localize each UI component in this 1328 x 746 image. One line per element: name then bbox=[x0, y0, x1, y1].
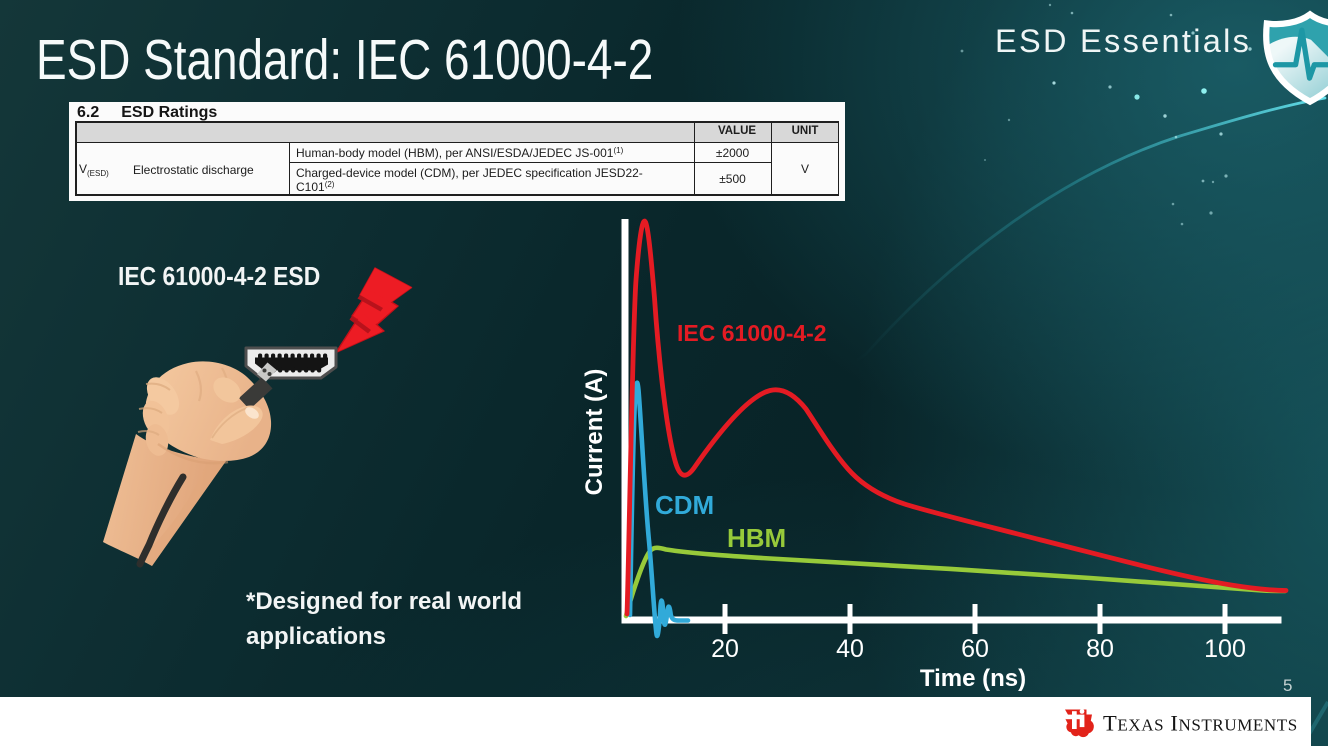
svg-text:IEC 61000-4-2: IEC 61000-4-2 bbox=[677, 320, 827, 346]
svg-text:80: 80 bbox=[1086, 635, 1114, 663]
svg-text:Time (ns): Time (ns) bbox=[920, 665, 1026, 692]
svg-text:CDM: CDM bbox=[655, 490, 714, 520]
svg-text:HBM: HBM bbox=[727, 523, 786, 553]
svg-text:20: 20 bbox=[711, 635, 739, 663]
svg-text:60: 60 bbox=[961, 635, 989, 663]
svg-text:Current (A): Current (A) bbox=[581, 369, 608, 496]
svg-text:TEXAS INSTRUMENTS: TEXAS INSTRUMENTS bbox=[1103, 711, 1298, 736]
svg-text:40: 40 bbox=[836, 635, 864, 663]
svg-text:100: 100 bbox=[1204, 635, 1246, 663]
